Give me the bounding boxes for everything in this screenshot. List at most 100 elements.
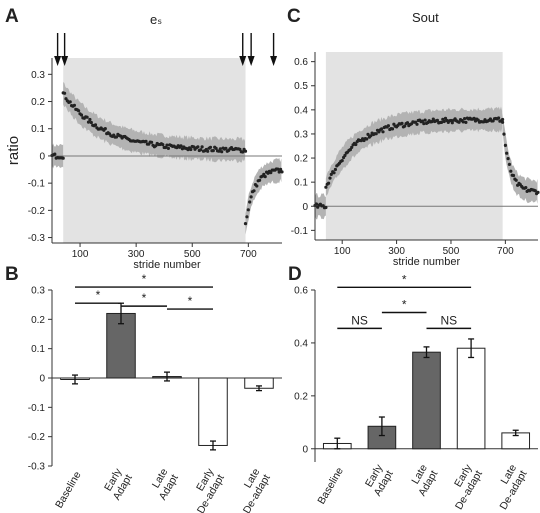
- data-point: [435, 118, 439, 122]
- variability-band-adaptation: [63, 82, 246, 163]
- significance-label: *: [96, 288, 101, 302]
- data-point: [255, 184, 259, 188]
- data-point: [144, 139, 148, 143]
- category-label: LateAdapt: [406, 462, 441, 498]
- data-point: [503, 143, 507, 147]
- data-point: [324, 185, 328, 189]
- data-point: [217, 149, 221, 153]
- y-tick-label: 0: [39, 151, 45, 162]
- data-point: [422, 122, 426, 126]
- y-tick-label: 0.1: [294, 178, 308, 189]
- data-point: [246, 208, 250, 212]
- significance-label: NS: [351, 313, 368, 327]
- y-tick-label: 0.2: [294, 391, 308, 402]
- data-point: [497, 116, 501, 120]
- data-point: [533, 189, 537, 193]
- data-point: [450, 121, 454, 125]
- data-point: [279, 167, 283, 171]
- y-tick-label: 0.2: [31, 97, 45, 108]
- data-point: [93, 123, 98, 127]
- data-point: [277, 170, 281, 174]
- y-tick-label: -0.1: [28, 179, 46, 190]
- x-axis-label: stride number: [133, 259, 201, 271]
- data-point: [166, 146, 170, 150]
- y-tick-label: 0.6: [294, 286, 308, 297]
- data-point: [390, 127, 395, 131]
- arrow-head: [270, 56, 278, 66]
- data-point: [328, 176, 332, 180]
- bar: [456, 347, 486, 450]
- data-point: [79, 113, 84, 117]
- data-point: [150, 140, 154, 144]
- data-point: [327, 181, 331, 185]
- data-point: [536, 190, 540, 194]
- data-point: [354, 142, 358, 147]
- y-tick-label: 0.3: [31, 286, 45, 297]
- y-tick-label: 0.1: [31, 344, 45, 355]
- bar-chart-b: -0.3 -0.2 -0.1 0 0.1 0.2 0.3 Baseline EarlyAdapt…: [28, 272, 282, 513]
- panel-letter-b: B: [5, 264, 19, 285]
- data-point: [89, 120, 93, 125]
- data-point: [472, 116, 476, 120]
- x-tick-label: 300: [388, 246, 405, 257]
- data-point: [511, 173, 516, 178]
- data-point: [179, 144, 183, 148]
- panel-letter-c: C: [287, 6, 301, 27]
- data-point: [206, 149, 210, 153]
- arrow-head: [54, 56, 62, 66]
- data-point: [114, 135, 119, 139]
- x-axis-label: stride number: [393, 256, 461, 268]
- category-label: Baseline: [315, 465, 346, 506]
- data-point: [263, 175, 267, 179]
- data-point: [505, 151, 509, 155]
- data-point: [68, 100, 72, 104]
- data-point: [103, 127, 107, 131]
- panel-title-c: Sout: [412, 10, 439, 25]
- arrow-head: [61, 56, 69, 66]
- panel-letter-a: A: [5, 6, 19, 27]
- scatter-plot-c: -0.1 0 0.1 0.2 0.3 0.4 0.5 0.6 100 300 500 700 strid…: [291, 52, 540, 268]
- data-point: [457, 120, 461, 124]
- data-point: [332, 171, 336, 175]
- y-tick-label: 0.4: [294, 338, 308, 349]
- data-point: [245, 215, 249, 219]
- significance-label: *: [142, 291, 147, 305]
- data-point: [249, 195, 253, 199]
- data-point: [88, 117, 92, 122]
- data-point: [507, 162, 511, 166]
- y-tick-label: 0: [302, 444, 308, 455]
- data-point: [161, 143, 165, 147]
- scatter-plot-a: -0.3 -0.2 -0.1 0 0.1 0.2 0.3 100 300 500 700 stride…: [5, 33, 284, 271]
- significance-label: *: [402, 272, 407, 286]
- category-label: LateDe-adapt: [230, 466, 272, 513]
- data-point: [420, 119, 424, 123]
- category-label: LateDe-adapt: [487, 462, 529, 512]
- data-point: [369, 134, 373, 138]
- data-point: [224, 146, 228, 150]
- data-point: [214, 146, 218, 150]
- data-point: [220, 150, 224, 154]
- data-point: [400, 121, 404, 125]
- data-point: [61, 156, 65, 160]
- bar-chart-d: 0 0.2 0.4 0.6 Baseline EarlyAdapt LateAdapt Ear…: [294, 272, 538, 512]
- panel-letter-d: D: [288, 264, 302, 285]
- y-tick-label: 0.2: [294, 154, 308, 165]
- data-point: [386, 124, 390, 128]
- data-point: [405, 121, 410, 125]
- data-point: [403, 124, 407, 128]
- y-tick-label: -0.1: [291, 226, 309, 237]
- x-tick-label: 700: [497, 246, 514, 257]
- variability-band-de-adaptation: [245, 157, 282, 235]
- data-point: [501, 117, 505, 122]
- data-point: [350, 145, 354, 149]
- y-tick-label: 0.1: [31, 124, 45, 135]
- y-axis-label: ratio: [5, 136, 22, 165]
- data-point: [86, 120, 91, 124]
- data-point: [192, 145, 196, 149]
- data-point: [439, 120, 444, 124]
- y-tick-label: 0.6: [294, 57, 308, 68]
- panel-title-a: eₛ: [150, 12, 162, 27]
- data-point: [269, 171, 273, 175]
- data-point: [248, 200, 252, 204]
